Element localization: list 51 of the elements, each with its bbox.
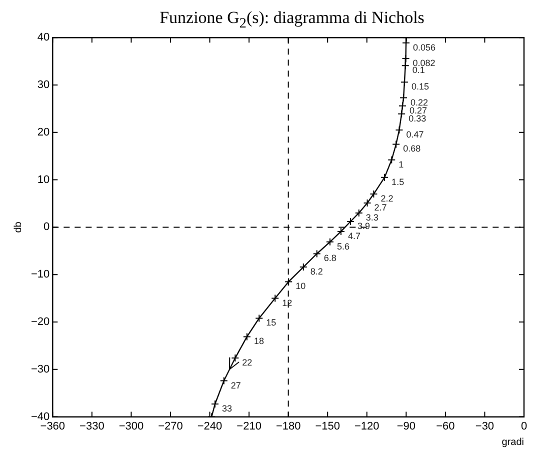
annotation: 22 [242,358,252,368]
annotation: 0.1 [412,65,425,76]
y-tick-label: −40 [30,410,50,423]
y-tick-label: −10 [30,268,50,281]
annotation: 6.8 [324,253,336,264]
x-tick-label: −330 [80,420,104,432]
annotation: 0.22 [410,97,428,108]
y-tick-label: 10 [37,174,50,186]
x-tick-label: −210 [236,420,262,432]
x-tick-label: −150 [315,420,340,432]
annotation: 15 [266,318,276,328]
annotation: 1.5 [392,176,404,187]
y-tick-label: 0 [44,221,50,234]
x-axis-title: gradi [502,436,524,448]
annotation: 0.33 [408,113,426,124]
x-tick-label: −180 [276,420,301,432]
annotation: 18 [254,336,264,346]
x-tick-label: −90 [396,420,416,432]
x-tick-label: −30 [475,420,494,432]
annotation: 0.27 [410,105,428,116]
annotation: 33 [222,403,232,414]
annotation: 3.3 [366,212,378,222]
annotation: 0.47 [406,130,424,140]
x-tick-label: −60 [436,420,455,432]
annotation: 0.15 [411,82,429,92]
y-axis-title: db [12,221,24,233]
annotation: 12 [282,298,292,308]
y-tick-label: −30 [30,363,50,376]
annotation: 0.056 [413,42,436,52]
y-tick-label: 20 [37,126,50,138]
annotation: 2.7 [374,202,387,213]
annotation: 27 [230,380,241,390]
x-tick-label: −300 [118,420,144,432]
chart-title: Funzione G$_{2}$(s): diagramma di Nichols [158,8,426,32]
y-tick-label: 30 [37,79,50,92]
annotation: 2.2 [380,194,394,204]
annotation: 3.9 [358,220,370,231]
x-tick-label: 0 [520,420,528,432]
annotation: 0.68 [403,144,421,154]
x-tick-label: −270 [158,420,183,432]
annotation: 1 [398,159,404,170]
x-tick-label: −120 [354,420,380,432]
x-tick-label: −240 [197,420,222,432]
annotation: 4.7 [348,230,360,241]
y-tick-label: −20 [30,316,50,328]
x-tick-label: −360 [40,420,66,432]
annotation: 0.082 [412,58,436,68]
y-tick-label: 40 [37,32,50,44]
annotation: 5.6 [336,241,350,252]
annotation: 10 [296,281,306,292]
annotation: 8.2 [310,266,323,276]
